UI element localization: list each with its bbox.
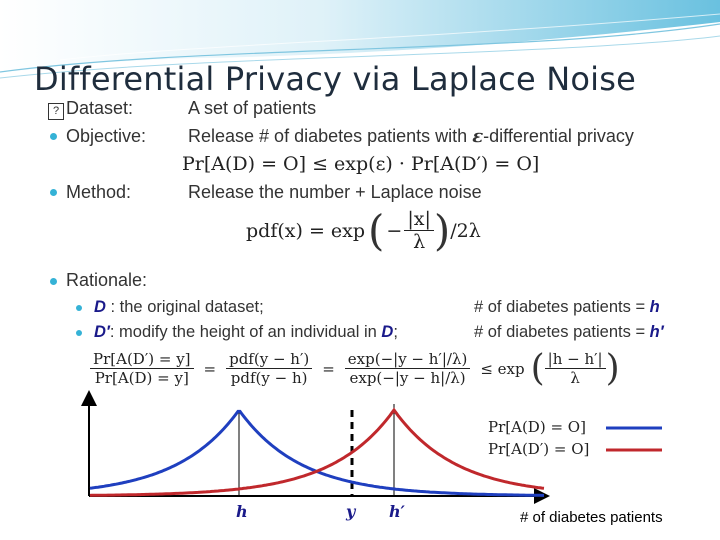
sub1-text: : the original dataset; <box>105 298 264 316</box>
pdf-lhs: pdf(x) = exp <box>246 219 366 242</box>
x-tick-y: y <box>345 502 357 521</box>
ratio-formula: Pr[A(D′) = y] Pr[A(D) = y] = pdf(y − h′)… <box>90 350 620 387</box>
series-line-d-prime <box>89 407 545 497</box>
right-paren: ) <box>433 205 451 255</box>
dp-definition-formula: Pr[A(D) = O] ≤ exp(ε) · Pr[A(D′) = O] <box>182 153 540 175</box>
count-label: # of diabetes patients = <box>474 323 650 341</box>
count-original: # of diabetes patients = h <box>474 298 660 317</box>
sub-bullet-original-dataset: D : the original dataset; <box>94 298 264 317</box>
symbol-d: D <box>94 298 106 316</box>
equals-sign: = <box>322 359 335 378</box>
left-paren: ( <box>368 205 385 255</box>
ratio-den-3: exp(−|y − h|/λ) <box>349 369 466 387</box>
ratio-fraction-2: pdf(y − h′) pdf(y − h) <box>226 350 313 387</box>
count-modified: # of diabetes patients = h′ <box>474 323 664 342</box>
sub2-text: : modify the height of an individual in <box>109 323 382 341</box>
bound-num: |h − h′| <box>544 350 606 369</box>
bound-fraction: |h − h′| λ <box>544 350 606 387</box>
count-label: # of diabetes patients = <box>474 298 650 316</box>
objective-label: Objective: <box>66 126 147 146</box>
method-value: Release the number + Laplace noise <box>188 182 482 202</box>
ratio-den-2: pdf(y − h) <box>230 369 308 387</box>
symbol-h: h <box>649 298 660 316</box>
bullet-dot <box>50 278 57 285</box>
ratio-num-3: exp(−|y − h′|/λ) <box>344 350 471 369</box>
bullet-dot <box>50 189 57 196</box>
ratio-num-2: pdf(y − h′) <box>226 350 313 369</box>
equals-sign: = <box>203 359 217 378</box>
objective-text: Release # of diabetes patients with <box>188 126 473 146</box>
method-label: Method: <box>66 182 132 202</box>
laplace-pdf-formula: pdf(x) = exp ( − |x| λ ) /2λ <box>246 205 481 255</box>
epsilon-symbol: ε <box>472 126 484 147</box>
x-axis-label: # of diabetes patients <box>520 509 663 526</box>
x-tick-h: h <box>236 502 248 521</box>
sub2-text-end: ; <box>393 323 398 341</box>
pdf-tail: /2λ <box>450 219 481 242</box>
sub-bullet-modified-dataset: D′: modify the height of an individual i… <box>94 323 398 342</box>
missing-glyph-icon: ? <box>48 103 64 120</box>
symbol-h-prime: h′ <box>649 323 664 341</box>
legend-label-d-prime: Pr[A(D′) = O] <box>488 440 589 458</box>
left-paren: ( <box>530 347 545 389</box>
pdf-fraction: |x| λ <box>404 208 434 253</box>
ratio-fraction-1: Pr[A(D′) = y] Pr[A(D) = y] <box>90 350 194 387</box>
bullet-dot <box>50 133 57 140</box>
less-equal-exp: ≤ exp <box>480 359 525 378</box>
pdf-denominator: λ <box>413 231 426 253</box>
sub-bullet-dot <box>76 305 82 311</box>
rationale-label: Rationale: <box>66 270 148 290</box>
dataset-label: Dataset: <box>66 98 134 118</box>
objective-value: Release # of diabetes patients with ε-di… <box>188 126 634 147</box>
ratio-fraction-3: exp(−|y − h′|/λ) exp(−|y − h|/λ) <box>344 350 471 387</box>
symbol-d: D <box>381 323 394 341</box>
symbol-d-prime: D′ <box>94 323 110 341</box>
ratio-den-1: Pr[A(D) = y] <box>94 369 189 387</box>
legend-label-d: Pr[A(D) = O] <box>488 418 586 436</box>
ratio-num-1: Pr[A(D′) = y] <box>90 350 194 369</box>
pdf-numerator: |x| <box>404 208 434 231</box>
slide-title: Differential Privacy via Laplace Noise <box>34 60 636 98</box>
x-tick-h-prime: h′ <box>389 502 406 521</box>
right-paren: ) <box>605 347 620 389</box>
bound-den: λ <box>570 369 580 387</box>
sub-bullet-dot <box>76 330 82 336</box>
objective-text-tail: -differential privacy <box>483 126 634 146</box>
dataset-value: A set of patients <box>188 98 317 118</box>
series-line-d <box>89 409 544 497</box>
